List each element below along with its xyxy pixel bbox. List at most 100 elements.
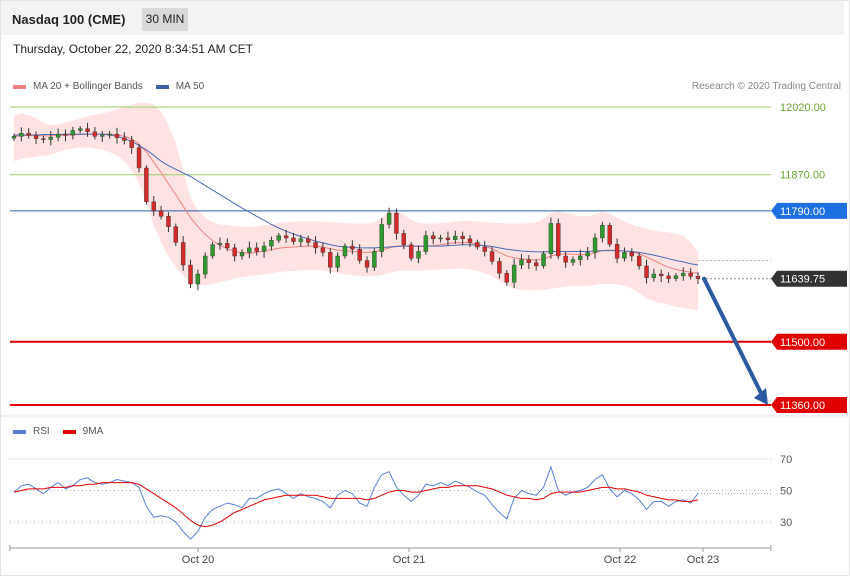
candle-body: [592, 237, 598, 253]
candle-body: [600, 225, 605, 239]
x-tick-label: Oct 23: [687, 554, 719, 566]
legend-label-ma20: MA 20 + Bollinger Bands: [33, 81, 143, 92]
candle-body: [644, 265, 649, 278]
candle-body: [298, 238, 304, 242]
candle-body: [364, 260, 370, 268]
legend-swatch-rsi: [13, 429, 26, 434]
candle-body: [350, 245, 355, 250]
candle-body: [151, 201, 156, 212]
ma20-line: [13, 133, 699, 274]
target-level-label: 12020.00: [780, 102, 826, 114]
candle-body: [19, 132, 24, 137]
candle-body: [166, 216, 171, 227]
candle-body: [563, 255, 568, 263]
candle-body: [636, 255, 642, 267]
candle-body: [438, 237, 443, 240]
last-level-label: 11639.75: [780, 274, 825, 286]
timeframe-badge[interactable]: 30 MIN: [142, 8, 188, 31]
legend-label-rsi: RSI: [33, 426, 50, 437]
rsi-tick-label: 30: [780, 517, 792, 529]
candle-body: [489, 251, 495, 262]
candle-body: [467, 238, 473, 243]
candle-body: [394, 212, 399, 234]
candle-body: [26, 132, 31, 136]
candle-body: [408, 244, 414, 259]
rsi-tick-label: 50: [780, 486, 792, 498]
candle-body: [254, 247, 259, 252]
candle-body: [328, 252, 333, 268]
ma50-line: [14, 133, 699, 266]
candle-body: [695, 276, 701, 279]
candle-body: [511, 264, 517, 283]
candle-body: [283, 235, 289, 239]
candle-body: [203, 255, 208, 275]
candle-body: [180, 242, 186, 266]
candle-body: [210, 244, 215, 257]
candle-body: [659, 273, 664, 277]
legend-item-ma20: MA 20 + Bollinger Bands: [13, 81, 143, 92]
candle-body: [342, 245, 348, 257]
candle-body: [107, 133, 112, 136]
pivot-level-label: 11790.00: [780, 206, 825, 218]
legend-label-ma50: MA 50: [175, 81, 205, 92]
x-tick-label: Oct 20: [182, 554, 214, 566]
candle-body: [673, 275, 679, 279]
candle-body: [195, 273, 201, 285]
last-level-tag: [771, 270, 847, 287]
candle-body: [291, 237, 296, 242]
candle-body: [519, 259, 524, 266]
candle-body: [92, 131, 98, 137]
target-level-label: 11870.00: [780, 170, 825, 182]
candle-body: [622, 252, 627, 259]
candle-body: [475, 242, 480, 248]
rsi-tick-label: 70: [780, 454, 792, 466]
candle-body: [129, 140, 134, 148]
legend-item-rsi: RSI: [13, 426, 50, 437]
candle-body: [188, 264, 193, 285]
candle-body: [651, 273, 657, 278]
candle-body: [122, 137, 127, 141]
candle-body: [261, 245, 267, 252]
support-level-tag: [771, 333, 847, 350]
rsi-legend: RSI 9MA: [13, 426, 116, 437]
candle-body: [305, 238, 311, 243]
support-level-label: 11500.00: [780, 337, 825, 349]
candle-body: [63, 133, 68, 136]
candle-body: [504, 272, 509, 283]
candle-body: [578, 255, 583, 260]
candle-body: [158, 210, 164, 217]
rsi-9ma-line: [13, 482, 699, 528]
candle-body: [607, 225, 612, 245]
candle-body: [276, 235, 281, 241]
candle-body: [48, 137, 53, 140]
candle-body: [614, 244, 620, 259]
legend-swatch-ma20: [13, 84, 26, 89]
candle-body: [85, 128, 90, 133]
candle-body: [629, 252, 635, 257]
support-level-tag: [771, 397, 847, 413]
candle-body: [585, 252, 590, 257]
candle-body: [217, 243, 223, 245]
legend-item-9ma: 9MA: [62, 426, 104, 437]
candle-body: [460, 235, 465, 240]
candle-body: [431, 235, 436, 240]
projection-arrow-head: [754, 388, 768, 405]
candle-body: [335, 255, 340, 268]
chart-header: Nasdaq 100 (CME) 30 MIN: [1, 1, 844, 35]
candle-body: [533, 262, 539, 267]
candle-body: [482, 246, 487, 252]
candle-body: [232, 247, 237, 257]
candle-body: [313, 242, 318, 249]
legend-label-9ma: 9MA: [82, 426, 104, 437]
candle-body: [114, 133, 120, 138]
candle-body: [144, 167, 149, 203]
candle-body: [401, 233, 407, 245]
chart-datetime: Thursday, October 22, 2020 8:34:51 AM CE…: [13, 42, 253, 56]
candle-body: [269, 239, 274, 247]
research-credit: Research © 2020 Trading Central: [691, 81, 841, 92]
candle-body: [681, 272, 686, 277]
instrument-title: Nasdaq 100 (CME): [12, 12, 126, 27]
candle-body: [688, 272, 693, 277]
candle-body: [357, 249, 362, 261]
